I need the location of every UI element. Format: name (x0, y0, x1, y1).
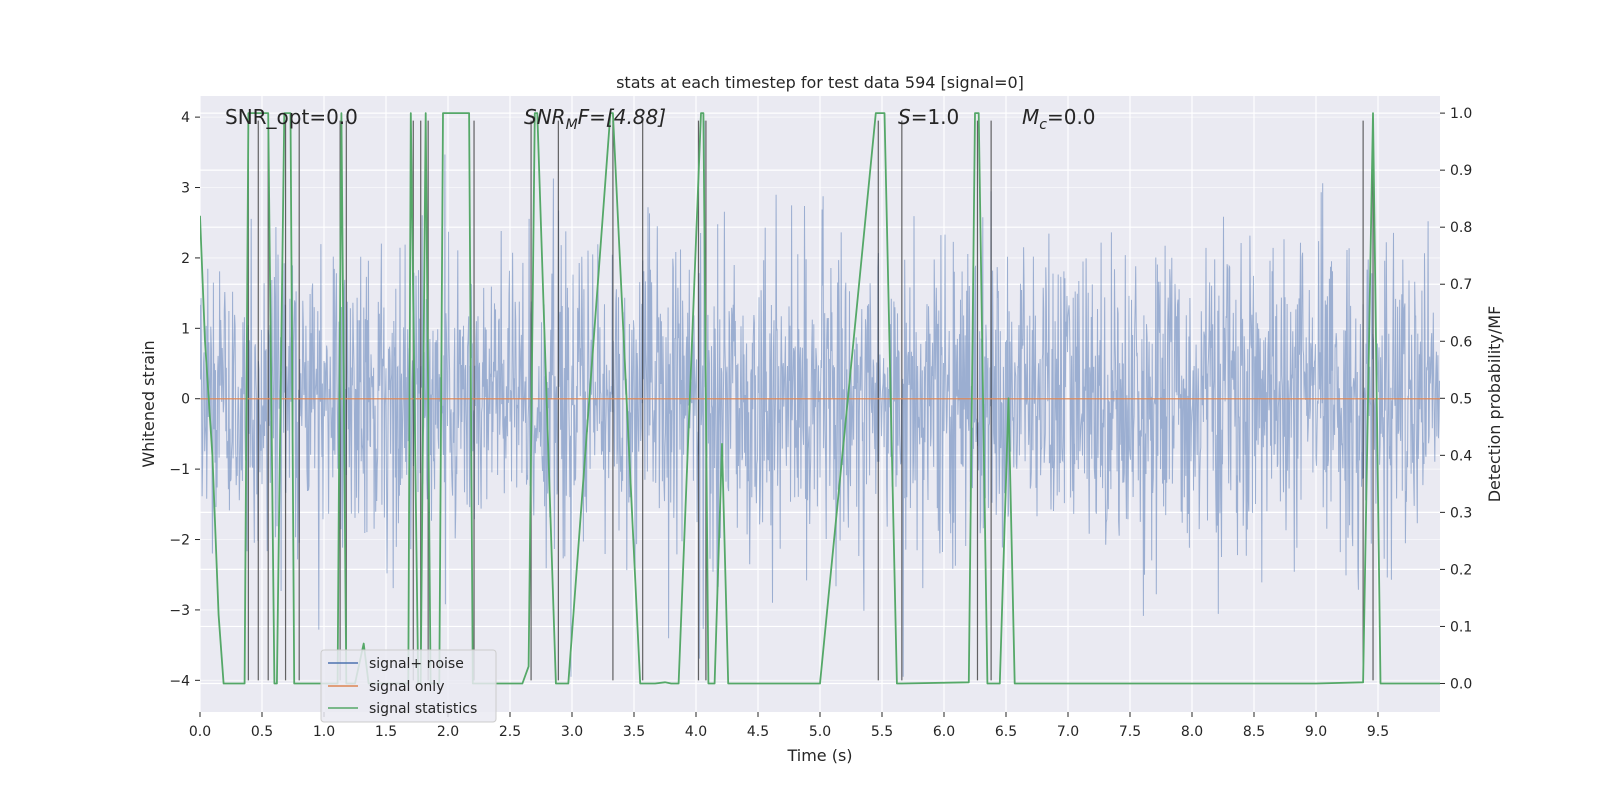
x-tick-label: 8.0 (1181, 724, 1203, 740)
legend-label-signal-noise: signal+ noise (369, 656, 464, 672)
chart-title: stats at each timestep for test data 594… (616, 73, 1024, 92)
y-right-axis-label: Detection probability/MF (1485, 306, 1504, 503)
x-tick-label: 2.5 (499, 724, 521, 740)
y-tick-label: −2 (169, 533, 190, 549)
snr-mf-sub: M (566, 117, 578, 133)
x-tick-label: 0.5 (251, 724, 273, 740)
x-axis-label: Time (s) (786, 746, 852, 765)
legend-label-signal-statistics: signal statistics (369, 701, 477, 717)
y-right-tick-label: 0.5 (1450, 391, 1472, 407)
y-right-tick-labels: 1.0 0.9 0.8 0.7 0.6 0.5 0.4 0.3 0.2 0.1 0.0 (1440, 106, 1472, 692)
x-tick-label: 9.5 (1367, 724, 1389, 740)
series-signal-statistics (200, 112, 1440, 685)
y-right-tick-label: 0.1 (1450, 619, 1472, 635)
signal-statistics-line (200, 112, 1440, 685)
mc-var: M (1022, 105, 1039, 129)
x-tick-label: 2.0 (437, 724, 459, 740)
noise-line (200, 120, 1440, 677)
mc-rest: =0.0 (1047, 105, 1096, 129)
y-right-tick-label: 0.9 (1450, 163, 1472, 179)
x-tick-label: 1.5 (375, 724, 397, 740)
x-tick-label: 3.0 (561, 724, 583, 740)
y-axis-label: Whitened strain (139, 340, 158, 467)
y-tick-label: 4 (181, 110, 190, 126)
legend-box (320, 649, 497, 723)
x-tick-label: 5.5 (871, 724, 893, 740)
y-tick-label: 1 (181, 321, 190, 337)
x-tick-label: 1.0 (313, 724, 335, 740)
series-signal-noise (200, 120, 1440, 677)
x-tick-label: 9.0 (1305, 724, 1327, 740)
annotation-snr-opt: SNR_opt=0.0 (225, 105, 358, 129)
s-var: S (898, 105, 911, 129)
x-tick-label: 7.5 (1119, 724, 1141, 740)
vertical-marker-lines (247, 120, 1374, 681)
legend: signal+ noise signal only signal statist… (320, 649, 497, 723)
y-right-tick-label: 1.0 (1450, 106, 1472, 122)
y-tick-label: −1 (169, 462, 190, 478)
y-right-tick-label: 0.3 (1450, 505, 1472, 521)
x-tick-labels: 0.0 0.5 1.0 1.5 2.0 2.5 3.0 3.5 4.0 4.5 5.0 5.5 6.0 6… (189, 712, 1389, 740)
y-tick-label: −3 (169, 603, 190, 619)
x-tick-label: 6.0 (933, 724, 955, 740)
x-tick-label: 7.0 (1057, 724, 1079, 740)
x-tick-label: 8.5 (1243, 724, 1265, 740)
snr-mf-base: SNR (524, 105, 566, 129)
x-tick-label: 4.5 (747, 724, 769, 740)
x-tick-label: 5.0 (809, 724, 831, 740)
x-tick-label: 6.5 (995, 724, 1017, 740)
x-tick-label: 0.0 (189, 724, 211, 740)
annotation-mc: Mc=0.0 (1022, 105, 1096, 133)
y-right-tick-label: 0.4 (1450, 448, 1472, 464)
annotation-snr-mf: SNRMF=[4.88] (524, 105, 666, 133)
s-rest: =1.0 (911, 105, 960, 129)
legend-label-signal-only: signal only (369, 679, 444, 695)
x-tick-label: 3.5 (623, 724, 645, 740)
y-right-tick-label: 0.8 (1450, 220, 1472, 236)
snr-mf-rest: F=[4.88] (578, 105, 666, 129)
y-right-tick-label: 0.6 (1450, 334, 1472, 350)
y-tick-label: 0 (181, 392, 190, 408)
y-tick-label: 3 (181, 181, 190, 197)
annotation-s: S=1.0 (898, 105, 959, 129)
y-right-tick-label: 0.0 (1450, 676, 1472, 692)
x-tick-label: 4.0 (685, 724, 707, 740)
y-right-tick-label: 0.7 (1450, 277, 1472, 293)
y-tick-labels: 4 3 2 1 0 −1 −2 −3 −4 (169, 110, 200, 689)
y-tick-label: −4 (169, 673, 190, 689)
y-right-tick-label: 0.2 (1450, 562, 1472, 578)
y-tick-label: 2 (181, 251, 190, 267)
mc-sub: c (1039, 117, 1047, 133)
